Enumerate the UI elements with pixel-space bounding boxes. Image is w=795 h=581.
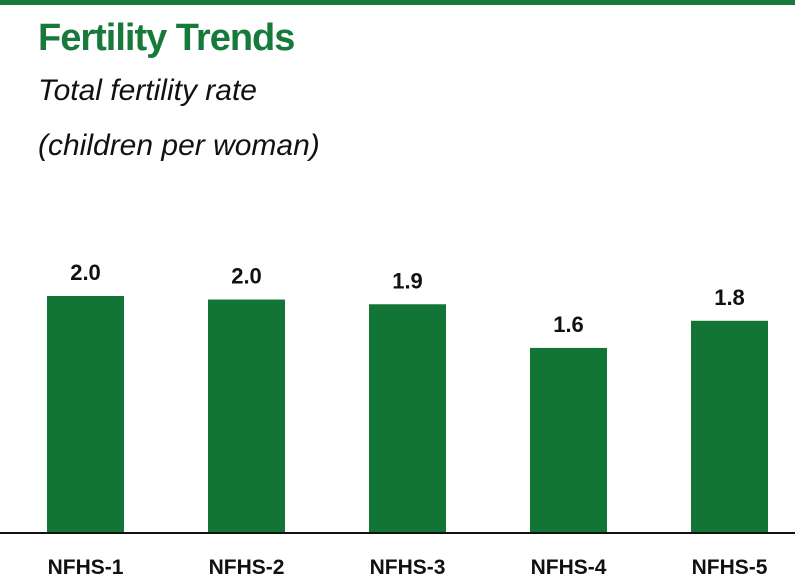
x-tick-label: NFHS-5	[692, 556, 768, 579]
value-label: 1.9	[392, 268, 423, 293]
chart-subtitle: Total fertility rate	[38, 74, 257, 107]
top-rule	[0, 0, 795, 5]
value-label: 1.6	[553, 312, 584, 337]
value-label: 2.0	[70, 260, 101, 285]
x-tick-label: NFHS-4	[531, 556, 607, 579]
bar	[208, 299, 285, 532]
x-tick-label: NFHS-1	[48, 556, 124, 579]
bar	[369, 304, 446, 532]
x-tick-label: NFHS-3	[370, 556, 446, 579]
value-label: 1.8	[714, 285, 745, 310]
bar	[691, 320, 768, 532]
value-label: 2.0	[231, 264, 262, 289]
bar	[47, 296, 124, 532]
bar	[530, 347, 607, 532]
x-tick-label: NFHS-2	[209, 556, 285, 579]
chart-subtitle: (children per woman)	[38, 129, 320, 162]
chart-title: Fertility Trends	[38, 17, 294, 59]
